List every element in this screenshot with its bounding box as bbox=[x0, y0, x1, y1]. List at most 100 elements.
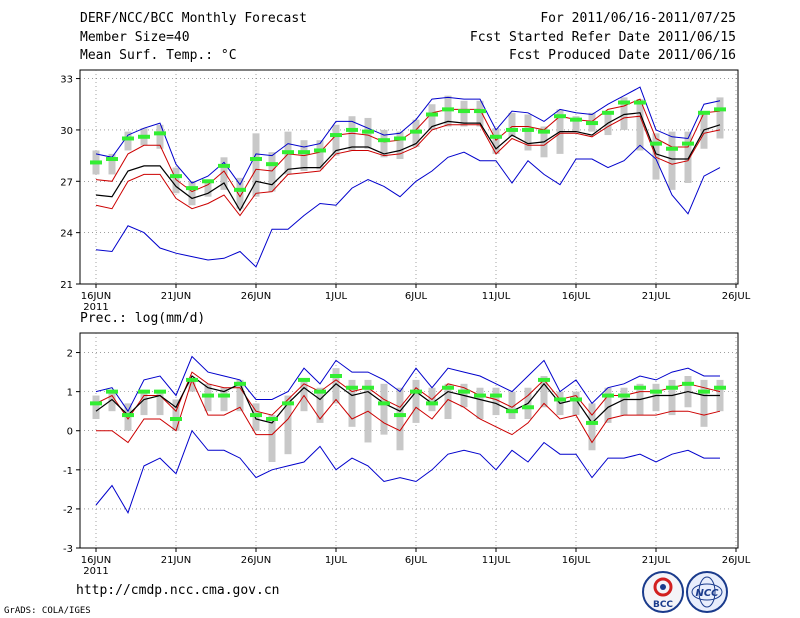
temp-mean-marker bbox=[138, 134, 150, 139]
prec-mean-marker bbox=[250, 413, 262, 418]
temp-mean-marker bbox=[346, 127, 358, 132]
temp-range-bar bbox=[108, 153, 116, 175]
prec-xtick-label: 26JUN bbox=[241, 555, 271, 566]
prec-mean-marker bbox=[394, 413, 406, 418]
temp-ytick-label: 33 bbox=[60, 75, 73, 86]
prec-mean-marker bbox=[362, 385, 374, 390]
temp-mean-marker bbox=[298, 150, 310, 155]
temp-mean-marker bbox=[378, 138, 390, 143]
temp-range-bar bbox=[316, 140, 324, 170]
prec-mean-marker bbox=[538, 377, 550, 382]
prec-p10-line bbox=[96, 378, 721, 444]
prec-range-bar bbox=[156, 391, 164, 416]
temp-mean-marker bbox=[682, 141, 694, 146]
prec-mean-marker bbox=[90, 401, 102, 406]
temp-xtick-label: 16JUL bbox=[562, 291, 591, 302]
prec-xtick-label: 21JUN bbox=[161, 555, 191, 566]
temp-mean-marker bbox=[650, 141, 662, 146]
prec-range-bar bbox=[572, 391, 580, 416]
ncc-logo: NCC bbox=[686, 571, 728, 613]
temp-mean-marker bbox=[442, 107, 454, 112]
prec-mean-marker bbox=[266, 417, 278, 421]
temp-ytick-label: 27 bbox=[60, 177, 73, 188]
temp-mean-marker bbox=[506, 127, 518, 132]
prec-mean-marker bbox=[378, 401, 390, 406]
prec-mean-marker bbox=[666, 385, 678, 390]
temp-mean-marker bbox=[234, 187, 246, 192]
prec-mean-marker bbox=[714, 385, 726, 390]
temp-range-bar bbox=[476, 100, 484, 127]
source-url[interactable]: http://cmdp.ncc.cma.gov.cn bbox=[76, 583, 280, 598]
prec-mean-marker bbox=[682, 381, 694, 386]
prec-mean-marker bbox=[154, 389, 166, 394]
temp-range-bar bbox=[268, 152, 276, 192]
temp-range-bar bbox=[236, 177, 244, 209]
temp-mean-marker bbox=[170, 174, 182, 179]
temp-variable-label: Mean Surf. Temp.: °C bbox=[80, 48, 237, 63]
temp-mean-marker bbox=[330, 133, 342, 138]
prec-range-bar bbox=[540, 376, 548, 408]
prec-mean-marker bbox=[346, 385, 358, 390]
temp-range-bar bbox=[492, 128, 500, 154]
forecast-period-label: For 2011/06/16-2011/07/25 bbox=[540, 11, 736, 26]
prec-range-bar bbox=[700, 379, 708, 427]
prec-xtick-label: 6JUL bbox=[405, 555, 428, 566]
temp-ytick-label: 21 bbox=[60, 280, 73, 291]
ncc-logo-text: NCC bbox=[695, 588, 719, 599]
temp-ytick-label: 24 bbox=[60, 229, 73, 240]
temp-range-bar bbox=[508, 112, 516, 137]
temp-xtick-label: 6JUL bbox=[405, 291, 428, 302]
prec-plot-frame bbox=[79, 332, 739, 549]
temp-range-bar bbox=[428, 104, 436, 130]
prec-range-bar bbox=[108, 391, 116, 412]
temp-p10-line bbox=[95, 115, 721, 217]
prec-mean-marker bbox=[458, 389, 470, 394]
prec-mean-marker bbox=[138, 389, 150, 394]
temp-range-bar bbox=[124, 131, 132, 151]
prec-mean-marker bbox=[602, 393, 614, 398]
prec-ytick-label: -3 bbox=[63, 544, 73, 555]
prec-mean-marker bbox=[106, 389, 118, 394]
temp-xtick-year: 2011 bbox=[83, 302, 108, 313]
prec-range-bar bbox=[476, 387, 484, 419]
prec-ytick-label: 0 bbox=[67, 427, 73, 438]
temp-mean-marker bbox=[698, 110, 710, 115]
prec-mean-marker bbox=[186, 377, 198, 382]
prec-xtick-label: 16JUL bbox=[562, 555, 591, 566]
prec-mean-marker bbox=[234, 381, 246, 386]
temp-range-bar bbox=[204, 179, 212, 197]
prec-mean-marker bbox=[506, 409, 518, 414]
temp-max-line bbox=[95, 86, 721, 186]
prec-xtick-year: 2011 bbox=[83, 566, 108, 577]
temp-mean-marker bbox=[106, 157, 118, 162]
prec-mean-marker bbox=[442, 385, 454, 390]
prec-mean-marker bbox=[282, 401, 294, 406]
prec-mean-marker bbox=[170, 417, 182, 421]
temp-mean-marker bbox=[490, 134, 502, 139]
temp-mean-marker bbox=[586, 121, 598, 126]
prec-range-bar bbox=[508, 391, 516, 419]
prec-range-bar bbox=[284, 395, 292, 455]
temp-mean-marker bbox=[250, 157, 262, 162]
prec-p90-line bbox=[95, 371, 721, 420]
temp-mean-marker bbox=[218, 163, 230, 168]
prec-mean-marker bbox=[618, 393, 630, 398]
temp-xtick-label: 1JUL bbox=[325, 291, 348, 302]
prec-range-bar bbox=[588, 403, 596, 451]
prec-range-bar bbox=[332, 368, 340, 404]
prec-range-bar bbox=[220, 387, 228, 412]
prec-mean-marker bbox=[314, 389, 326, 394]
prec-mean-marker bbox=[698, 389, 710, 394]
temp-range-bar bbox=[524, 114, 532, 151]
temp-mean-marker bbox=[570, 117, 582, 122]
prec-max-line bbox=[95, 355, 720, 413]
temp-median-line bbox=[95, 112, 721, 212]
prec-xtick-label: 21JUL bbox=[642, 555, 671, 566]
prec-range-bar bbox=[172, 399, 180, 431]
grads-credit: GrADS: COLA/IGES bbox=[4, 606, 91, 616]
prec-mean-marker bbox=[634, 385, 646, 390]
bcc-logo: BCC bbox=[642, 571, 684, 613]
prec-mean-marker bbox=[650, 389, 662, 394]
prec-ytick-label: 2 bbox=[67, 349, 73, 360]
